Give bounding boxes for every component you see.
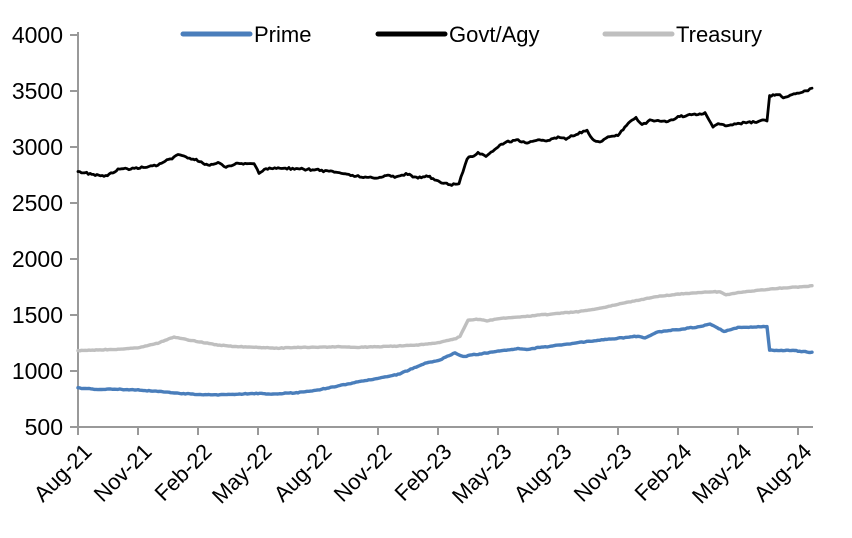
x-axis-tick-label: Feb-23 (390, 439, 457, 506)
x-axis-tick-label: May-23 (447, 439, 517, 509)
x-axis-tick-label: Nov-23 (569, 439, 637, 507)
series-line-govt-agy (76, 86, 814, 187)
x-axis-tick-label: May-24 (687, 439, 757, 509)
x-axis-tick-label: Aug-22 (269, 439, 337, 507)
x-axis-tick-label: Feb-24 (630, 439, 697, 506)
y-axis: 500 1000 1500 2000 2500 3000 3500 4000 (12, 22, 79, 440)
legend: Prime Govt/Agy Treasury (180, 22, 762, 47)
series-lines (76, 86, 814, 397)
x-axis-tick-label: Feb-22 (150, 439, 217, 506)
x-axis-tick-label: May-22 (207, 439, 277, 509)
x-axis-tick-label: Nov-22 (329, 439, 397, 507)
x-axis-tick-label: Aug-21 (29, 439, 97, 507)
series-line-treasury (76, 284, 814, 353)
x-axis-tick-label: Nov-21 (89, 439, 157, 507)
y-axis-tick-label: 3500 (12, 78, 63, 104)
y-axis-tick-label: 2500 (12, 190, 63, 216)
x-axis-tick-label: Aug-23 (509, 439, 577, 507)
y-axis-tick-label: 2000 (12, 246, 63, 272)
legend-label-govt-agy: Govt/Agy (449, 22, 539, 47)
y-axis-tick-label: 1500 (12, 302, 63, 328)
y-axis-tick-label: 3000 (12, 134, 63, 160)
y-axis-tick-label: 500 (25, 414, 63, 440)
x-axis: Aug-21Nov-21Feb-22May-22Aug-22Nov-22Feb-… (29, 426, 817, 509)
legend-label-treasury: Treasury (676, 22, 762, 47)
x-axis-tick-label: Aug-24 (749, 439, 817, 507)
y-axis-tick-label: 4000 (12, 22, 63, 48)
y-axis-tick-label: 1000 (12, 358, 63, 384)
series-line-prime (76, 322, 814, 397)
legend-label-prime: Prime (254, 22, 311, 47)
